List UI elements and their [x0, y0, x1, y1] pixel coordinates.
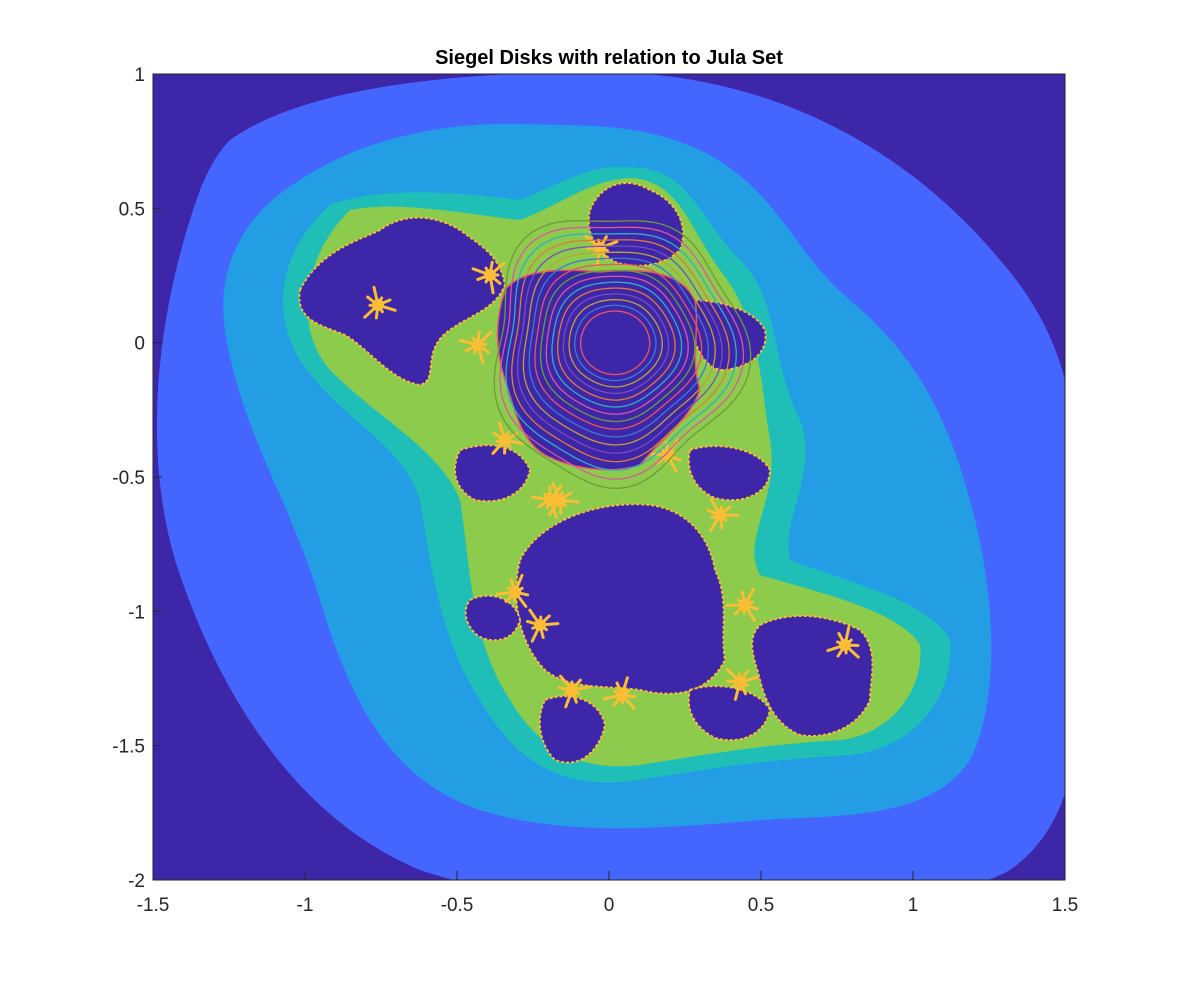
dendrite-cluster — [459, 330, 493, 364]
escape-band-5 — [307, 178, 921, 767]
siegel-orbit-curve — [574, 304, 657, 382]
dendrite-cluster — [363, 285, 397, 320]
y-tick-label: -1 — [128, 602, 145, 623]
siegel-orbit-curve — [499, 226, 745, 480]
siegel-orbit-curve — [534, 263, 703, 430]
siegel-disk-orbits — [493, 220, 752, 489]
siegel-orbit-curve — [551, 281, 683, 408]
dendrite-cluster — [706, 497, 740, 532]
chart-title: Siegel Disks with relation to Jula Set — [435, 47, 783, 69]
y-tick-label: 0 — [134, 334, 145, 355]
julia-lobe-midright — [687, 445, 772, 502]
plot-area — [153, 74, 1065, 880]
julia-lobe-lowleft — [464, 594, 522, 642]
dendrite-cluster — [602, 676, 637, 710]
y-tick-label: 1 — [134, 65, 145, 86]
dendrite-cluster — [826, 625, 860, 659]
julia-lobe-center — [515, 503, 727, 695]
x-tick-label: -0.5 — [441, 895, 474, 916]
dendrite-cluster — [525, 608, 560, 643]
y-tick-label: -1.5 — [112, 737, 145, 758]
x-axis: -1.5 -1 -0.5 0 0.5 1 1.5 — [137, 871, 1078, 916]
x-tick-label: 1 — [908, 895, 919, 916]
y-tick-label: -2 — [128, 871, 145, 892]
siegel-orbit-curve — [557, 287, 676, 401]
siegel-orbit-curve — [516, 245, 723, 454]
siegel-orbit-curve — [545, 275, 689, 415]
y-tick-label: 0.5 — [119, 199, 145, 220]
siegel-orbit-curve — [568, 298, 663, 388]
siegel-orbit-curve — [528, 257, 710, 438]
x-tick-label: 0.5 — [748, 895, 774, 916]
siegel-orbit-curve — [522, 251, 716, 446]
dendrite-cluster — [495, 573, 530, 608]
dendrite-cluster — [725, 667, 759, 701]
x-tick-label: 1.5 — [1052, 895, 1078, 916]
x-tick-label: -1.5 — [137, 895, 170, 916]
julia-lobe-bottom2 — [687, 685, 772, 742]
siegel-orbit-curve — [511, 239, 730, 463]
siegel-orbit-curve — [579, 310, 651, 376]
y-axis: 1 0.5 0 -0.5 -1 -1.5 -2 — [112, 65, 162, 892]
siegel-orbit-curve — [539, 269, 696, 423]
y-tick-label: -0.5 — [112, 468, 145, 489]
siegel-orbit-curve — [493, 220, 752, 489]
dendrite-cluster — [546, 481, 580, 516]
x-tick-label: -1 — [297, 895, 314, 916]
dendrite-cluster — [557, 674, 592, 709]
siegel-orbit-curve — [562, 293, 670, 395]
julia-lobe-bottom — [538, 695, 607, 764]
julia-lobe-right — [688, 298, 767, 372]
dendrite-cluster — [471, 260, 506, 295]
julia-lobe-left — [298, 216, 507, 387]
dendrite-cluster — [491, 421, 525, 455]
siegel-orbit-curve — [505, 232, 737, 471]
dendrite-cluster — [725, 587, 759, 622]
dendrite-cluster — [648, 438, 682, 473]
x-tick-label: 0 — [604, 895, 615, 916]
julia-boundary-dendrites — [363, 235, 860, 710]
